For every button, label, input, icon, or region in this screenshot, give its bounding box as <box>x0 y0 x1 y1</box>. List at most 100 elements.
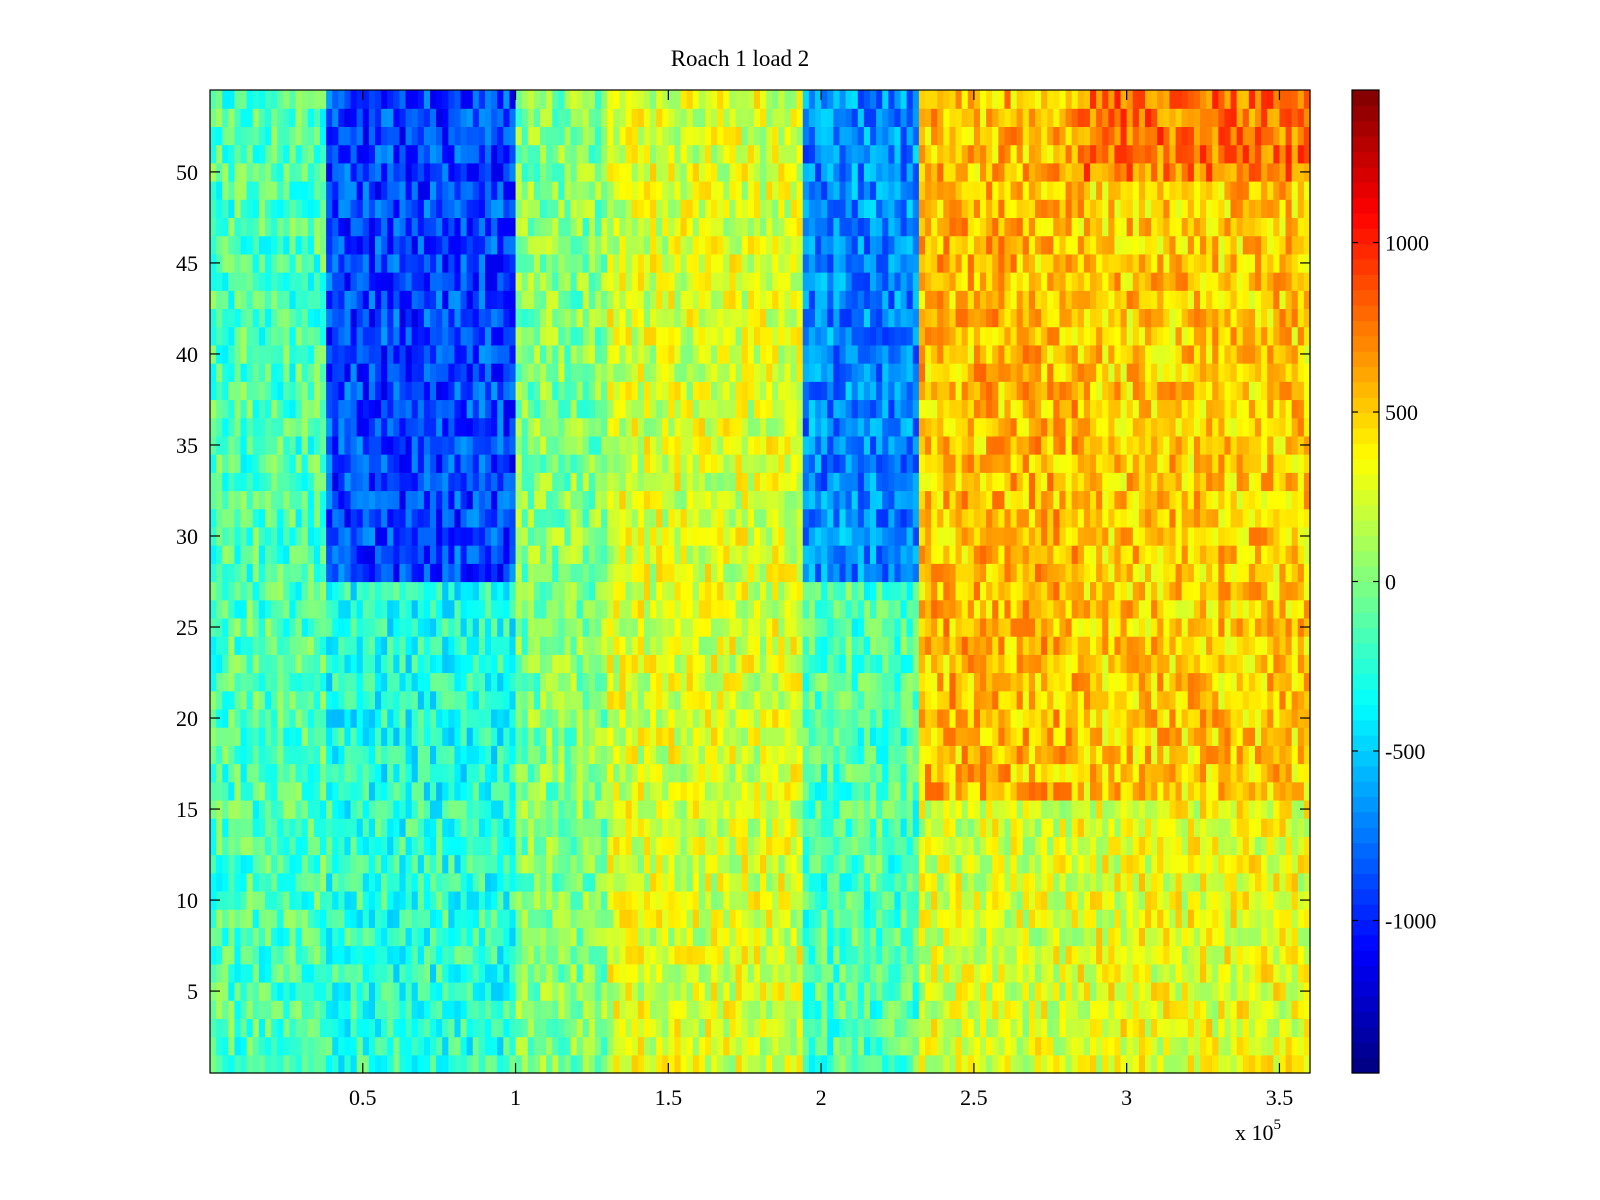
heatmap-cell <box>1059 708 1067 728</box>
heatmap-cell <box>1035 599 1042 619</box>
heatmap-cell <box>1236 909 1244 928</box>
heatmap-cell <box>1120 836 1128 856</box>
heatmap-cell <box>833 799 841 819</box>
heatmap-cell <box>833 581 841 601</box>
heatmap-cell <box>986 1018 993 1038</box>
heatmap-cell <box>368 909 376 928</box>
heatmap-cell <box>210 1000 217 1019</box>
heatmap-cell <box>723 818 731 837</box>
heatmap-cell <box>417 836 425 856</box>
heatmap-cell <box>784 854 792 874</box>
heatmap-cell <box>931 690 938 710</box>
heatmap-cell <box>588 763 596 783</box>
heatmap-cell <box>1090 690 1097 710</box>
heatmap-cell <box>1279 672 1287 692</box>
heatmap-cell <box>350 872 358 892</box>
heatmap-cell <box>1010 690 1018 710</box>
heatmap-cell <box>381 654 388 674</box>
heatmap-cell <box>949 818 957 837</box>
heatmap-cell <box>1181 745 1189 765</box>
heatmap-cell <box>1212 745 1219 765</box>
heatmap-cell <box>973 1036 981 1056</box>
heatmap-cell <box>1163 927 1171 947</box>
heatmap-cell <box>252 781 260 801</box>
heatmap-cell <box>619 654 627 674</box>
heatmap-cell <box>1175 1018 1183 1038</box>
heatmap-cell <box>1236 708 1244 728</box>
heatmap-cell <box>595 909 602 928</box>
heatmap-cell <box>332 636 339 655</box>
heatmap-cell <box>301 836 309 856</box>
heatmap-cell <box>533 836 541 856</box>
heatmap-cell <box>546 581 553 601</box>
heatmap-cell <box>368 654 376 674</box>
heatmap-cell <box>564 745 572 765</box>
heatmap-cell <box>240 581 248 601</box>
heatmap-cell <box>870 963 877 983</box>
heatmap-cell <box>735 872 743 892</box>
heatmap-cell <box>735 690 743 710</box>
heatmap-cell <box>796 836 804 856</box>
heatmap-cell <box>228 981 236 1001</box>
heatmap-cell <box>1224 872 1232 892</box>
heatmap-cell <box>1077 981 1085 1001</box>
heatmap-cell <box>252 672 260 692</box>
heatmap-cell <box>760 818 767 837</box>
heatmap-cell <box>338 963 346 983</box>
heatmap-cell <box>1077 854 1085 874</box>
heatmap-cell <box>228 836 236 856</box>
heatmap-cell <box>1004 963 1012 983</box>
heatmap-cell <box>729 672 737 692</box>
heatmap-cell <box>955 708 963 728</box>
heatmap-cell <box>1157 654 1164 674</box>
heatmap-cell <box>656 563 663 583</box>
heatmap-cell <box>301 563 309 583</box>
heatmap-cell <box>576 781 584 801</box>
heatmap-cell <box>692 599 700 619</box>
heatmap-cell <box>723 708 731 728</box>
heatmap-cell <box>1059 945 1067 965</box>
heatmap-cell <box>766 854 773 874</box>
heatmap-cell <box>313 563 321 583</box>
heatmap-cell <box>808 708 816 728</box>
heatmap-cell <box>637 781 645 801</box>
heatmap-cell <box>368 854 376 874</box>
heatmap-cell <box>344 1054 352 1074</box>
heatmap-cell <box>796 781 804 801</box>
heatmap-cell <box>1297 818 1305 837</box>
heatmap-cell <box>405 890 413 910</box>
heatmap-cell <box>393 599 401 619</box>
heatmap-cell <box>485 617 492 637</box>
heatmap-cell <box>876 818 883 837</box>
heatmap-cell <box>595 708 602 728</box>
heatmap-cell <box>234 963 242 983</box>
heatmap-cell <box>625 708 633 728</box>
heatmap-cell <box>643 890 651 910</box>
heatmap-cell <box>210 836 217 856</box>
heatmap-cell <box>705 1054 712 1074</box>
heatmap-cell <box>362 781 370 801</box>
heatmap-cell <box>265 909 272 928</box>
heatmap-cell <box>802 945 810 965</box>
heatmap-cell <box>1041 727 1048 746</box>
heatmap-cell <box>833 745 841 765</box>
heatmap-cell <box>784 599 792 619</box>
heatmap-cell <box>619 836 627 856</box>
heatmap-cell <box>1273 727 1281 746</box>
heatmap-cell <box>491 763 498 783</box>
heatmap-cell <box>711 799 718 819</box>
heatmap-cell <box>252 818 260 837</box>
heatmap-cell <box>491 836 498 856</box>
heatmap-cell <box>1297 654 1305 674</box>
heatmap-cell <box>570 708 578 728</box>
heatmap-cell <box>1230 909 1238 928</box>
heatmap-cell <box>1077 690 1085 710</box>
heatmap-cell <box>1224 927 1232 947</box>
heatmap-cell <box>637 763 645 783</box>
heatmap-cell <box>1071 799 1079 819</box>
heatmap-cell <box>656 599 663 619</box>
heatmap-cell <box>509 599 517 619</box>
heatmap-cell <box>1248 708 1256 728</box>
heatmap-cell <box>1065 927 1073 947</box>
heatmap-cell <box>1083 818 1091 837</box>
